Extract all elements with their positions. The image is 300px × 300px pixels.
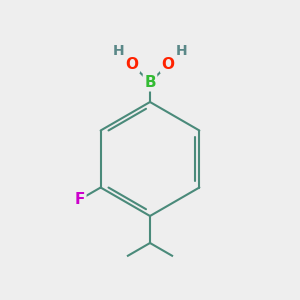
Text: B: B (144, 75, 156, 90)
Text: O: O (161, 57, 175, 72)
Text: H: H (112, 44, 124, 58)
Text: O: O (125, 57, 139, 72)
Text: H: H (176, 44, 188, 58)
Text: F: F (75, 192, 85, 207)
